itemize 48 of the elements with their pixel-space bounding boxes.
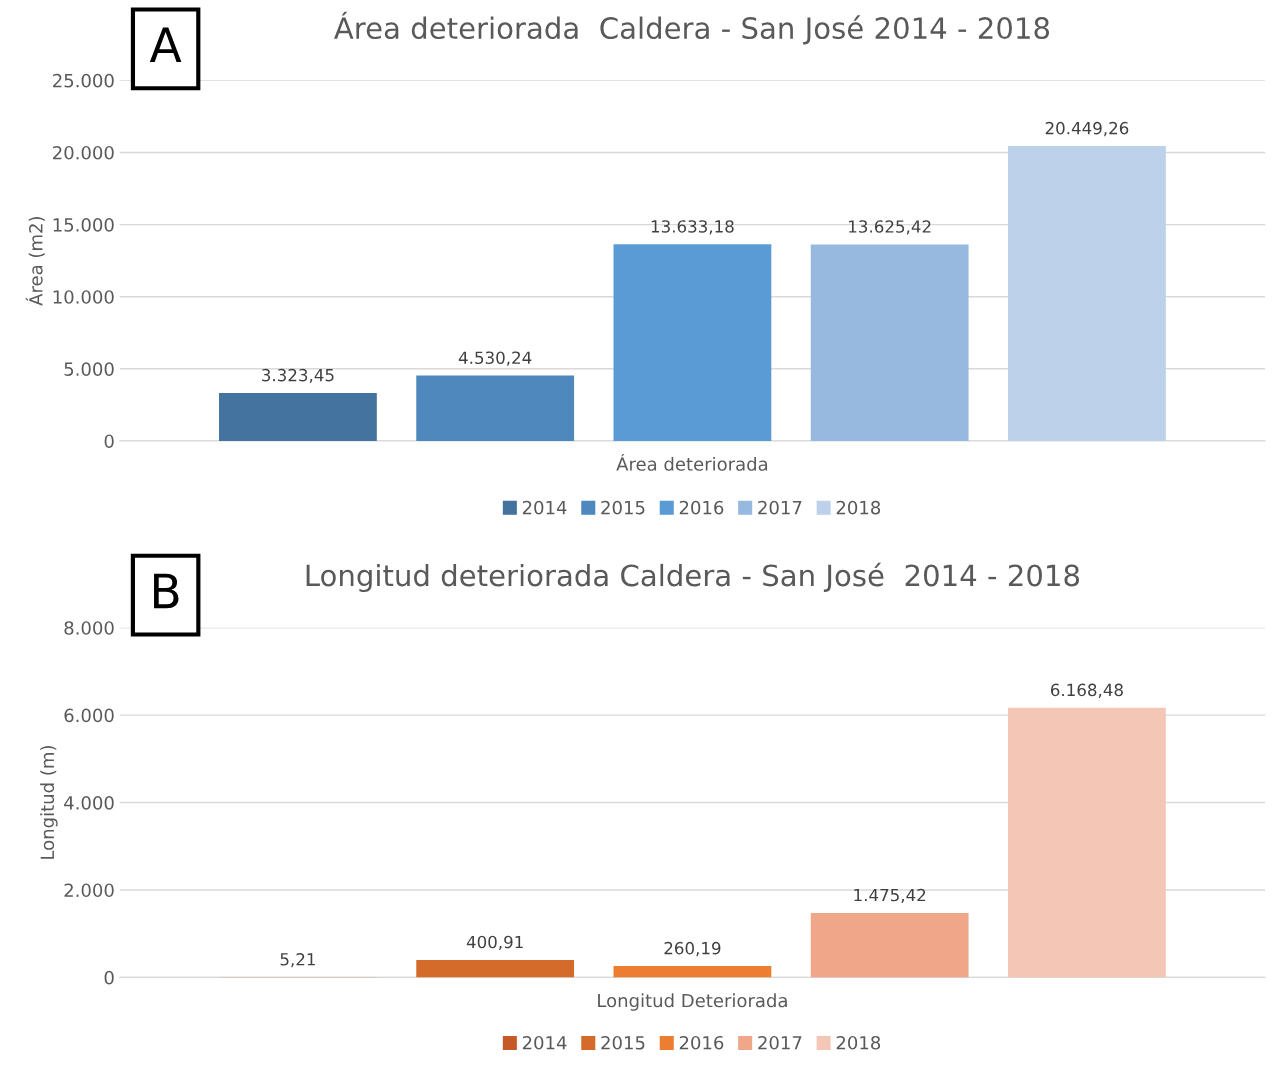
legend-label: 2017 bbox=[758, 1035, 802, 1050]
legend-label: 2016 bbox=[679, 500, 724, 515]
chart-title: Área deteriorada Caldera - San José 2014 - 2018 bbox=[334, 11, 1050, 45]
y-axis-title: Área (m2) bbox=[25, 216, 45, 306]
bar bbox=[416, 375, 575, 441]
y-tick-label: 0 bbox=[104, 434, 114, 449]
legend-label: 2018 bbox=[836, 1035, 881, 1050]
legend-label: 2017 bbox=[758, 500, 802, 515]
x-axis-title: Área deteriorada bbox=[616, 453, 768, 471]
y-tick-label: 0 bbox=[104, 970, 114, 985]
bar bbox=[416, 959, 575, 978]
y-tick-label: 2.000 bbox=[64, 883, 114, 898]
text: B bbox=[154, 573, 179, 609]
bar bbox=[613, 966, 772, 978]
legend-label: 2014 bbox=[522, 500, 567, 515]
bar bbox=[1008, 707, 1166, 978]
text: A bbox=[149, 27, 182, 62]
data-label: 260,19 bbox=[664, 941, 721, 957]
y-tick-label: 4.000 bbox=[64, 796, 114, 810]
y-axis-title: Longitud (m) bbox=[40, 746, 58, 859]
legend-label: 2018 bbox=[836, 500, 881, 515]
y-tick-label: 10.000 bbox=[53, 290, 114, 304]
legend-label: 2014 bbox=[522, 1035, 567, 1050]
legend-label: 2015 bbox=[601, 1035, 645, 1050]
chart-title: Longitud deteriorada Caldera - San José 2014 - 2018 bbox=[306, 562, 1080, 593]
data-label: 13.633,18 bbox=[651, 220, 734, 235]
data-label: 4.530,24 bbox=[458, 351, 532, 366]
bar bbox=[1008, 146, 1166, 441]
y-tick-label: 6.000 bbox=[64, 708, 114, 723]
data-label: 20.449,26 bbox=[1045, 121, 1129, 137]
bar bbox=[810, 912, 969, 978]
data-label: 1.475,42 bbox=[854, 888, 926, 904]
bar bbox=[219, 392, 377, 441]
x-axis-title: Longitud Deteriorada bbox=[598, 993, 787, 1011]
y-tick-label: 8.000 bbox=[64, 621, 114, 635]
data-label: 400,91 bbox=[466, 935, 523, 951]
legend-label: 2016 bbox=[679, 1035, 724, 1050]
y-tick-label: 25.000 bbox=[53, 73, 114, 88]
legend-label: 2015 bbox=[601, 500, 645, 515]
data-label: 3.323,45 bbox=[262, 368, 334, 384]
bar bbox=[613, 244, 772, 441]
y-tick-label: 15.000 bbox=[53, 218, 114, 232]
data-label: 6.168,48 bbox=[1050, 683, 1123, 698]
data-label: 13.625,42 bbox=[849, 220, 931, 235]
y-tick-label: 20.000 bbox=[53, 145, 114, 160]
data-label: 5,21 bbox=[280, 953, 315, 968]
bar bbox=[810, 244, 969, 441]
y-tick-label: 5.000 bbox=[64, 362, 114, 376]
